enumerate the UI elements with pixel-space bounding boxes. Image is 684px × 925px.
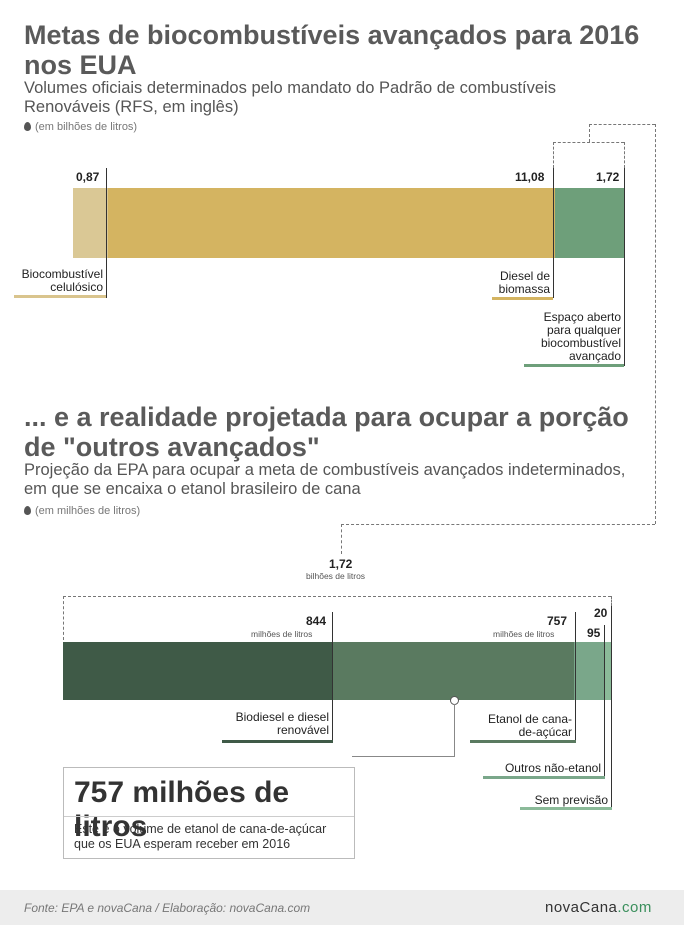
legend-underline-sem-previsao <box>520 807 612 810</box>
callout-big: 757 milhões de litros <box>74 776 290 843</box>
total-unit: bilhões de litros <box>306 571 366 581</box>
unit-note-top: (em bilhões de litros) <box>24 121 137 133</box>
unit-note-bottom: (em milhões de litros) <box>24 505 140 517</box>
page-title: Metas de biocombustíveis avançados para … <box>24 20 640 80</box>
legend-label-celulosico: Biocombustível celulósico <box>21 267 103 294</box>
value-label-outros: 95 <box>587 626 601 640</box>
bar-segment-sem-previsao <box>604 642 611 700</box>
leader-line-celulosico <box>106 168 107 298</box>
leader-line-diesel-biomassa <box>553 168 554 298</box>
bracket2-right <box>611 596 612 606</box>
bar-segment-biodiesel <box>63 642 333 700</box>
section2-title: ... e a realidade projetada para ocupar … <box>24 402 629 462</box>
callout-divider <box>64 816 354 817</box>
legend-label-espaco-aberto: Espaço aberto para qualquer biocombustív… <box>540 310 621 363</box>
footer: Fonte: EPA e novaCana / Elaboração: nova… <box>0 890 684 925</box>
connector-up <box>589 124 590 142</box>
bracket-top <box>553 142 624 143</box>
legend-underline-espaco-aberto <box>524 364 624 367</box>
drop-icon <box>24 506 31 515</box>
total-value: 1,72 <box>329 557 353 571</box>
bracket-right <box>624 142 625 168</box>
bar-segment-diesel-biomassa <box>108 188 555 258</box>
legend-underline-biodiesel <box>222 740 333 743</box>
callout-box: 757 milhões de litros Este é o volume de… <box>63 767 355 859</box>
value-label-espaco-aberto: 1,72 <box>596 170 620 184</box>
legend-underline-etanol-cana <box>470 740 576 743</box>
connector-mid <box>341 524 655 525</box>
section2-subtitle: Projeção da EPA para ocupar a meta de co… <box>24 461 626 498</box>
callout-connector-v <box>454 704 455 756</box>
legend-label-sem-previsao: Sem previsão <box>534 793 608 807</box>
leader-line-sem-previsao <box>611 606 612 808</box>
source-text: Fonte: EPA e novaCana / Elaboração: nova… <box>24 901 311 915</box>
bar-segment-etanol-cana <box>332 642 575 700</box>
bar-segment-celulosico <box>73 188 109 258</box>
brand-logo: novaCana.com <box>545 899 652 916</box>
value-label-biodiesel: 844 <box>306 614 327 628</box>
legend-label-biodiesel: Biodiesel e diesel renovável <box>235 710 329 737</box>
chart-2-bar <box>63 642 611 700</box>
connector-down <box>341 524 342 554</box>
bar-segment-espaco-aberto <box>554 188 624 258</box>
drop-icon <box>24 122 31 131</box>
value-label-sem-previsao: 20 <box>594 606 608 620</box>
bracket-left <box>553 142 554 168</box>
leader-line-espaco-aberto <box>624 168 625 366</box>
value-unit-etanol-cana: milhões de litros <box>493 629 555 639</box>
leader-line-etanol-cana <box>575 612 576 740</box>
connector-top <box>589 124 655 125</box>
bracket2-left <box>63 596 64 640</box>
value-label-celulosico: 0,87 <box>76 170 100 184</box>
chart-1-bar <box>73 188 624 258</box>
connector-right <box>655 124 656 524</box>
legend-label-outros: Outros não-etanol <box>504 761 601 775</box>
leader-line-outros <box>604 625 605 777</box>
bar-segment-outros <box>574 642 605 700</box>
leader-line-biodiesel <box>332 612 333 740</box>
value-label-etanol-cana: 757 <box>547 614 568 628</box>
value-unit-biodiesel: milhões de litros <box>251 629 313 639</box>
legend-label-etanol-cana: Etanol de cana-de-açúcar <box>487 712 572 739</box>
page-subtitle: Volumes oficiais determinados pelo manda… <box>24 79 556 116</box>
legend-underline-celulosico <box>14 295 106 298</box>
bracket2-top <box>63 596 611 597</box>
legend-label-diesel-biomassa: Diesel de biomassa <box>498 269 550 296</box>
legend-underline-outros <box>483 776 605 779</box>
callout-text: Este é o volume de etanol de cana-de-açú… <box>74 822 327 851</box>
legend-underline-diesel-biomassa <box>492 297 553 300</box>
callout-connector-h <box>352 756 455 757</box>
value-label-diesel-biomassa: 11,08 <box>515 170 545 184</box>
